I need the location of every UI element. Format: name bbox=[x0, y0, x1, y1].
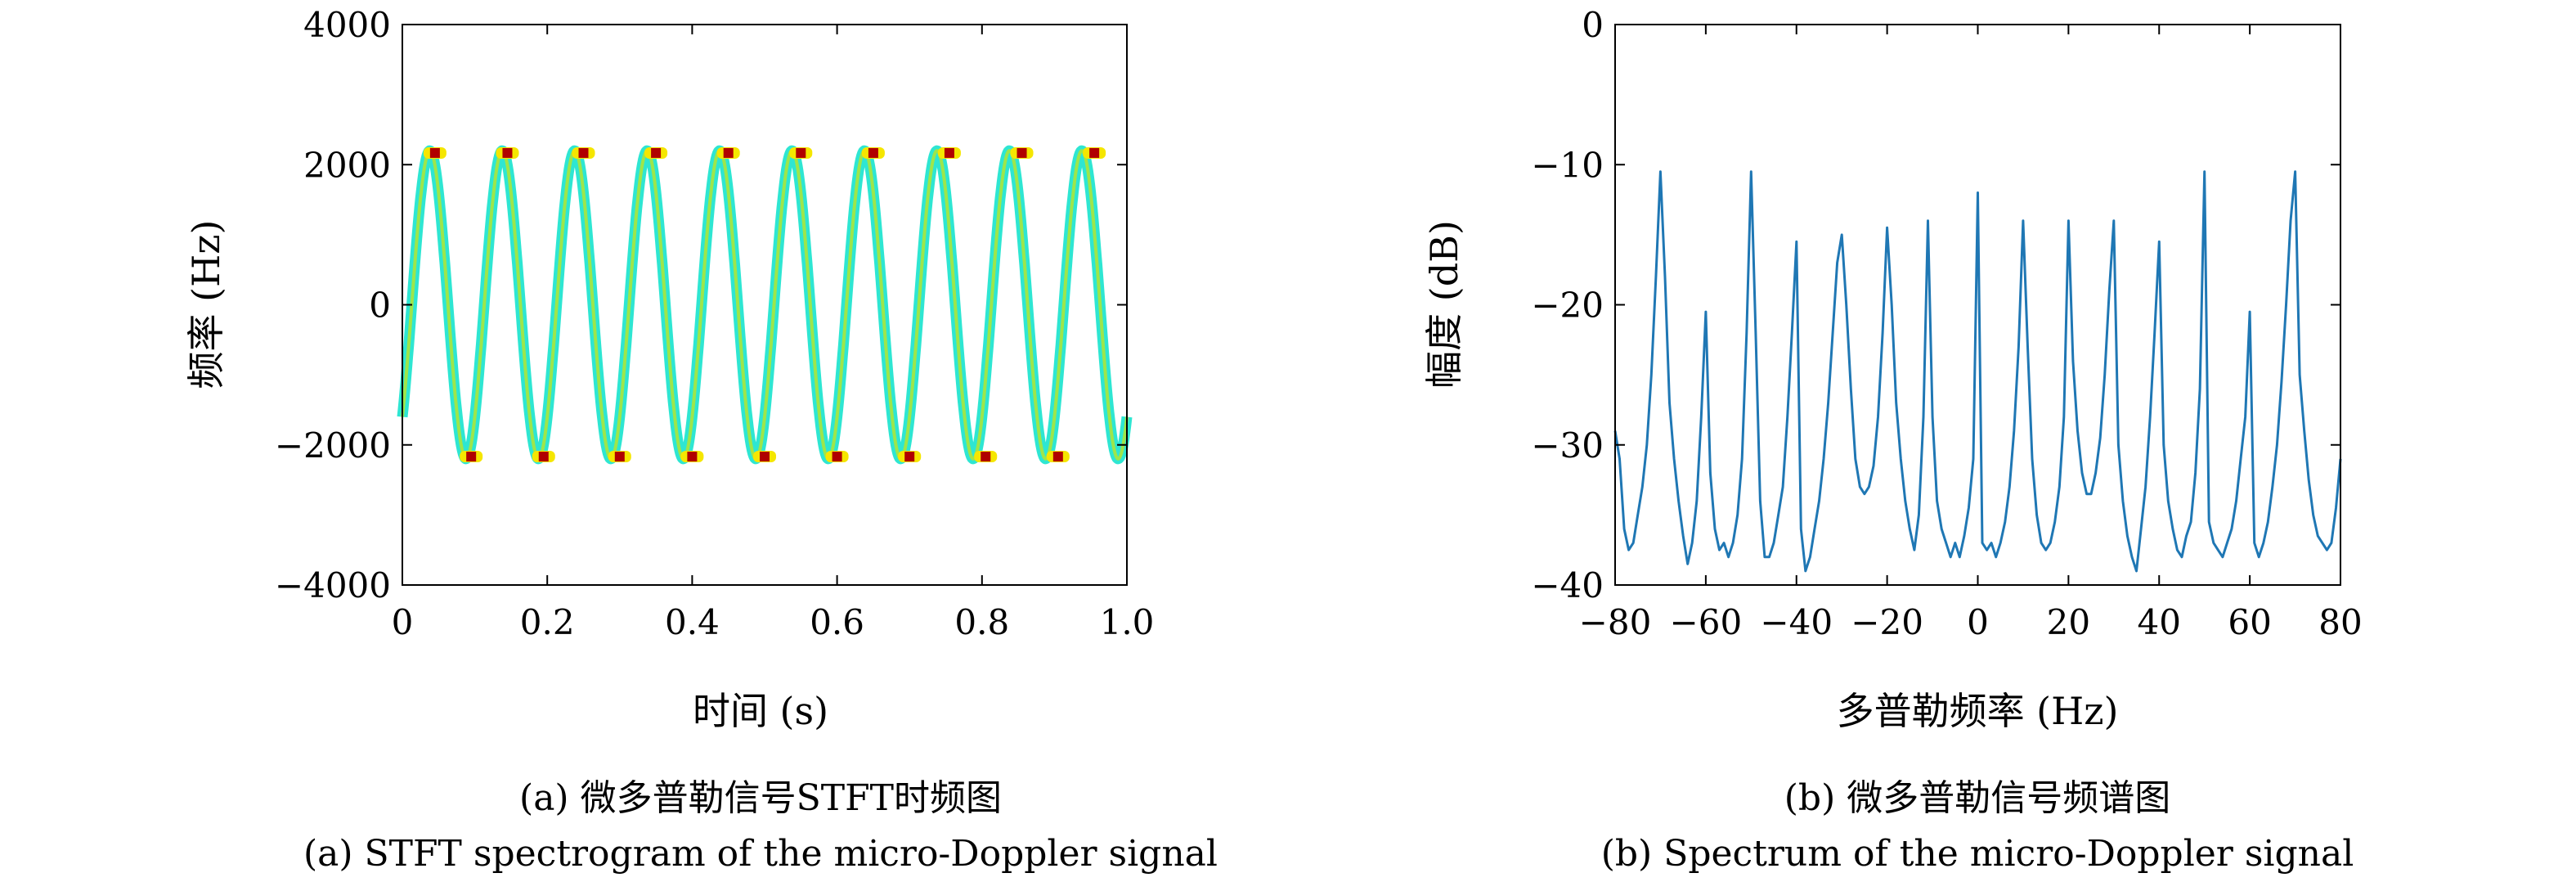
y-tick-label: 0 bbox=[369, 286, 391, 326]
spectrogram-peak-marker bbox=[716, 146, 740, 159]
spectrogram-panel: 0 0.2 0.4 0.6 0.8 1.0 4000 2000 0 −2000 −4000 时间 … bbox=[184, 5, 1154, 733]
y-tick-label: 0 bbox=[1582, 5, 1604, 45]
spectrum-panel: −80 −60 −40 −20 0 20 40 60 80 0 −10 −20 −30 −40 多普勒频… bbox=[1422, 5, 2363, 733]
x-tick-label: −60 bbox=[1670, 602, 1743, 642]
spectrogram-peak-marker bbox=[789, 146, 813, 159]
spectrogram-axes-frame bbox=[402, 24, 1128, 586]
x-tick-label: 20 bbox=[2047, 602, 2090, 642]
spectrogram-x-ticks: 0 0.2 0.4 0.6 0.8 1.0 bbox=[392, 25, 1155, 642]
spectrogram-peak-markers bbox=[423, 146, 1106, 463]
caption-b-chinese: (b) 微多普勒信号频谱图 bbox=[1784, 777, 2171, 819]
x-tick-label: 60 bbox=[2228, 602, 2271, 642]
spectrogram-peak-marker bbox=[572, 146, 595, 159]
y-tick-label: −10 bbox=[1531, 145, 1604, 185]
spectrum-axes-box bbox=[1614, 24, 2341, 586]
spectrogram-peak-marker bbox=[496, 146, 519, 159]
spectrum-series-layer bbox=[1613, 170, 2342, 573]
x-tick-label: −20 bbox=[1851, 602, 1923, 642]
spectrogram-trough-marker bbox=[460, 451, 483, 463]
spectrum-line bbox=[1613, 170, 2342, 573]
x-tick-label: 1.0 bbox=[1100, 602, 1155, 642]
spectrogram-peak-marker bbox=[423, 146, 447, 159]
x-tick-label: 0.4 bbox=[665, 602, 720, 642]
spectrogram-ridge bbox=[397, 145, 1133, 465]
ridge-inner-band bbox=[401, 149, 1129, 461]
spectrogram-trough-marker bbox=[898, 451, 922, 463]
spectrum-x-ticks: −80 −60 −40 −20 0 20 40 60 80 bbox=[1579, 25, 2363, 642]
spectrogram-x-axis-label: 时间 (s) bbox=[693, 689, 828, 733]
x-tick-label: 0.6 bbox=[810, 602, 864, 642]
spectrogram-peak-marker bbox=[644, 146, 668, 159]
x-tick-label: −40 bbox=[1760, 602, 1833, 642]
x-tick-label: 0 bbox=[392, 602, 414, 642]
spectrogram-peak-marker bbox=[1010, 146, 1034, 159]
spectrogram-axes-box bbox=[402, 24, 1128, 586]
spectrogram-peak-marker bbox=[861, 146, 885, 159]
spectrogram-trough-marker bbox=[680, 451, 704, 463]
spectrum-y-ticks: 0 −10 −20 −30 −40 bbox=[1531, 5, 2340, 605]
spectrogram-peak-marker bbox=[937, 146, 961, 159]
x-tick-label: 80 bbox=[2318, 602, 2362, 642]
y-tick-label: −20 bbox=[1531, 286, 1604, 326]
caption-b-english: (b) Spectrum of the micro-Doppler signal bbox=[1600, 833, 2354, 875]
spectrogram-peak-marker bbox=[1083, 146, 1106, 159]
y-tick-label: −40 bbox=[1531, 565, 1604, 605]
spectrum-x-axis-label: 多普勒频率 (Hz) bbox=[1837, 689, 2119, 733]
spectrogram-trough-marker bbox=[974, 451, 998, 463]
x-tick-label: 0 bbox=[1967, 602, 1989, 642]
x-tick-label: 40 bbox=[2138, 602, 2181, 642]
caption-a-english: (a) STFT spectrogram of the micro-Dopple… bbox=[303, 833, 1218, 875]
x-tick-label: 0.2 bbox=[520, 602, 575, 642]
x-tick-label: −80 bbox=[1579, 602, 1652, 642]
spectrogram-trough-marker bbox=[1046, 451, 1070, 463]
y-tick-label: 4000 bbox=[303, 5, 391, 45]
y-tick-label: −30 bbox=[1531, 425, 1604, 466]
spectrogram-y-ticks: 4000 2000 0 −2000 −4000 bbox=[275, 5, 1127, 605]
spectrogram-y-axis-label: 频率 (Hz) bbox=[184, 220, 228, 389]
x-tick-label: 0.8 bbox=[954, 602, 1009, 642]
y-tick-label: 2000 bbox=[303, 145, 391, 185]
spectrum-axes-frame bbox=[1614, 24, 2341, 586]
spectrogram-trough-marker bbox=[825, 451, 849, 463]
spectrum-y-axis-label: 幅度 (dB) bbox=[1422, 220, 1466, 389]
spectrogram-trough-marker bbox=[608, 451, 631, 463]
spectrogram-trough-marker bbox=[532, 451, 555, 463]
y-tick-label: −4000 bbox=[275, 565, 391, 605]
caption-a-chinese: (a) 微多普勒信号STFT时频图 bbox=[519, 777, 1002, 819]
y-tick-label: −2000 bbox=[275, 425, 391, 466]
spectrogram-trough-marker bbox=[753, 451, 776, 463]
